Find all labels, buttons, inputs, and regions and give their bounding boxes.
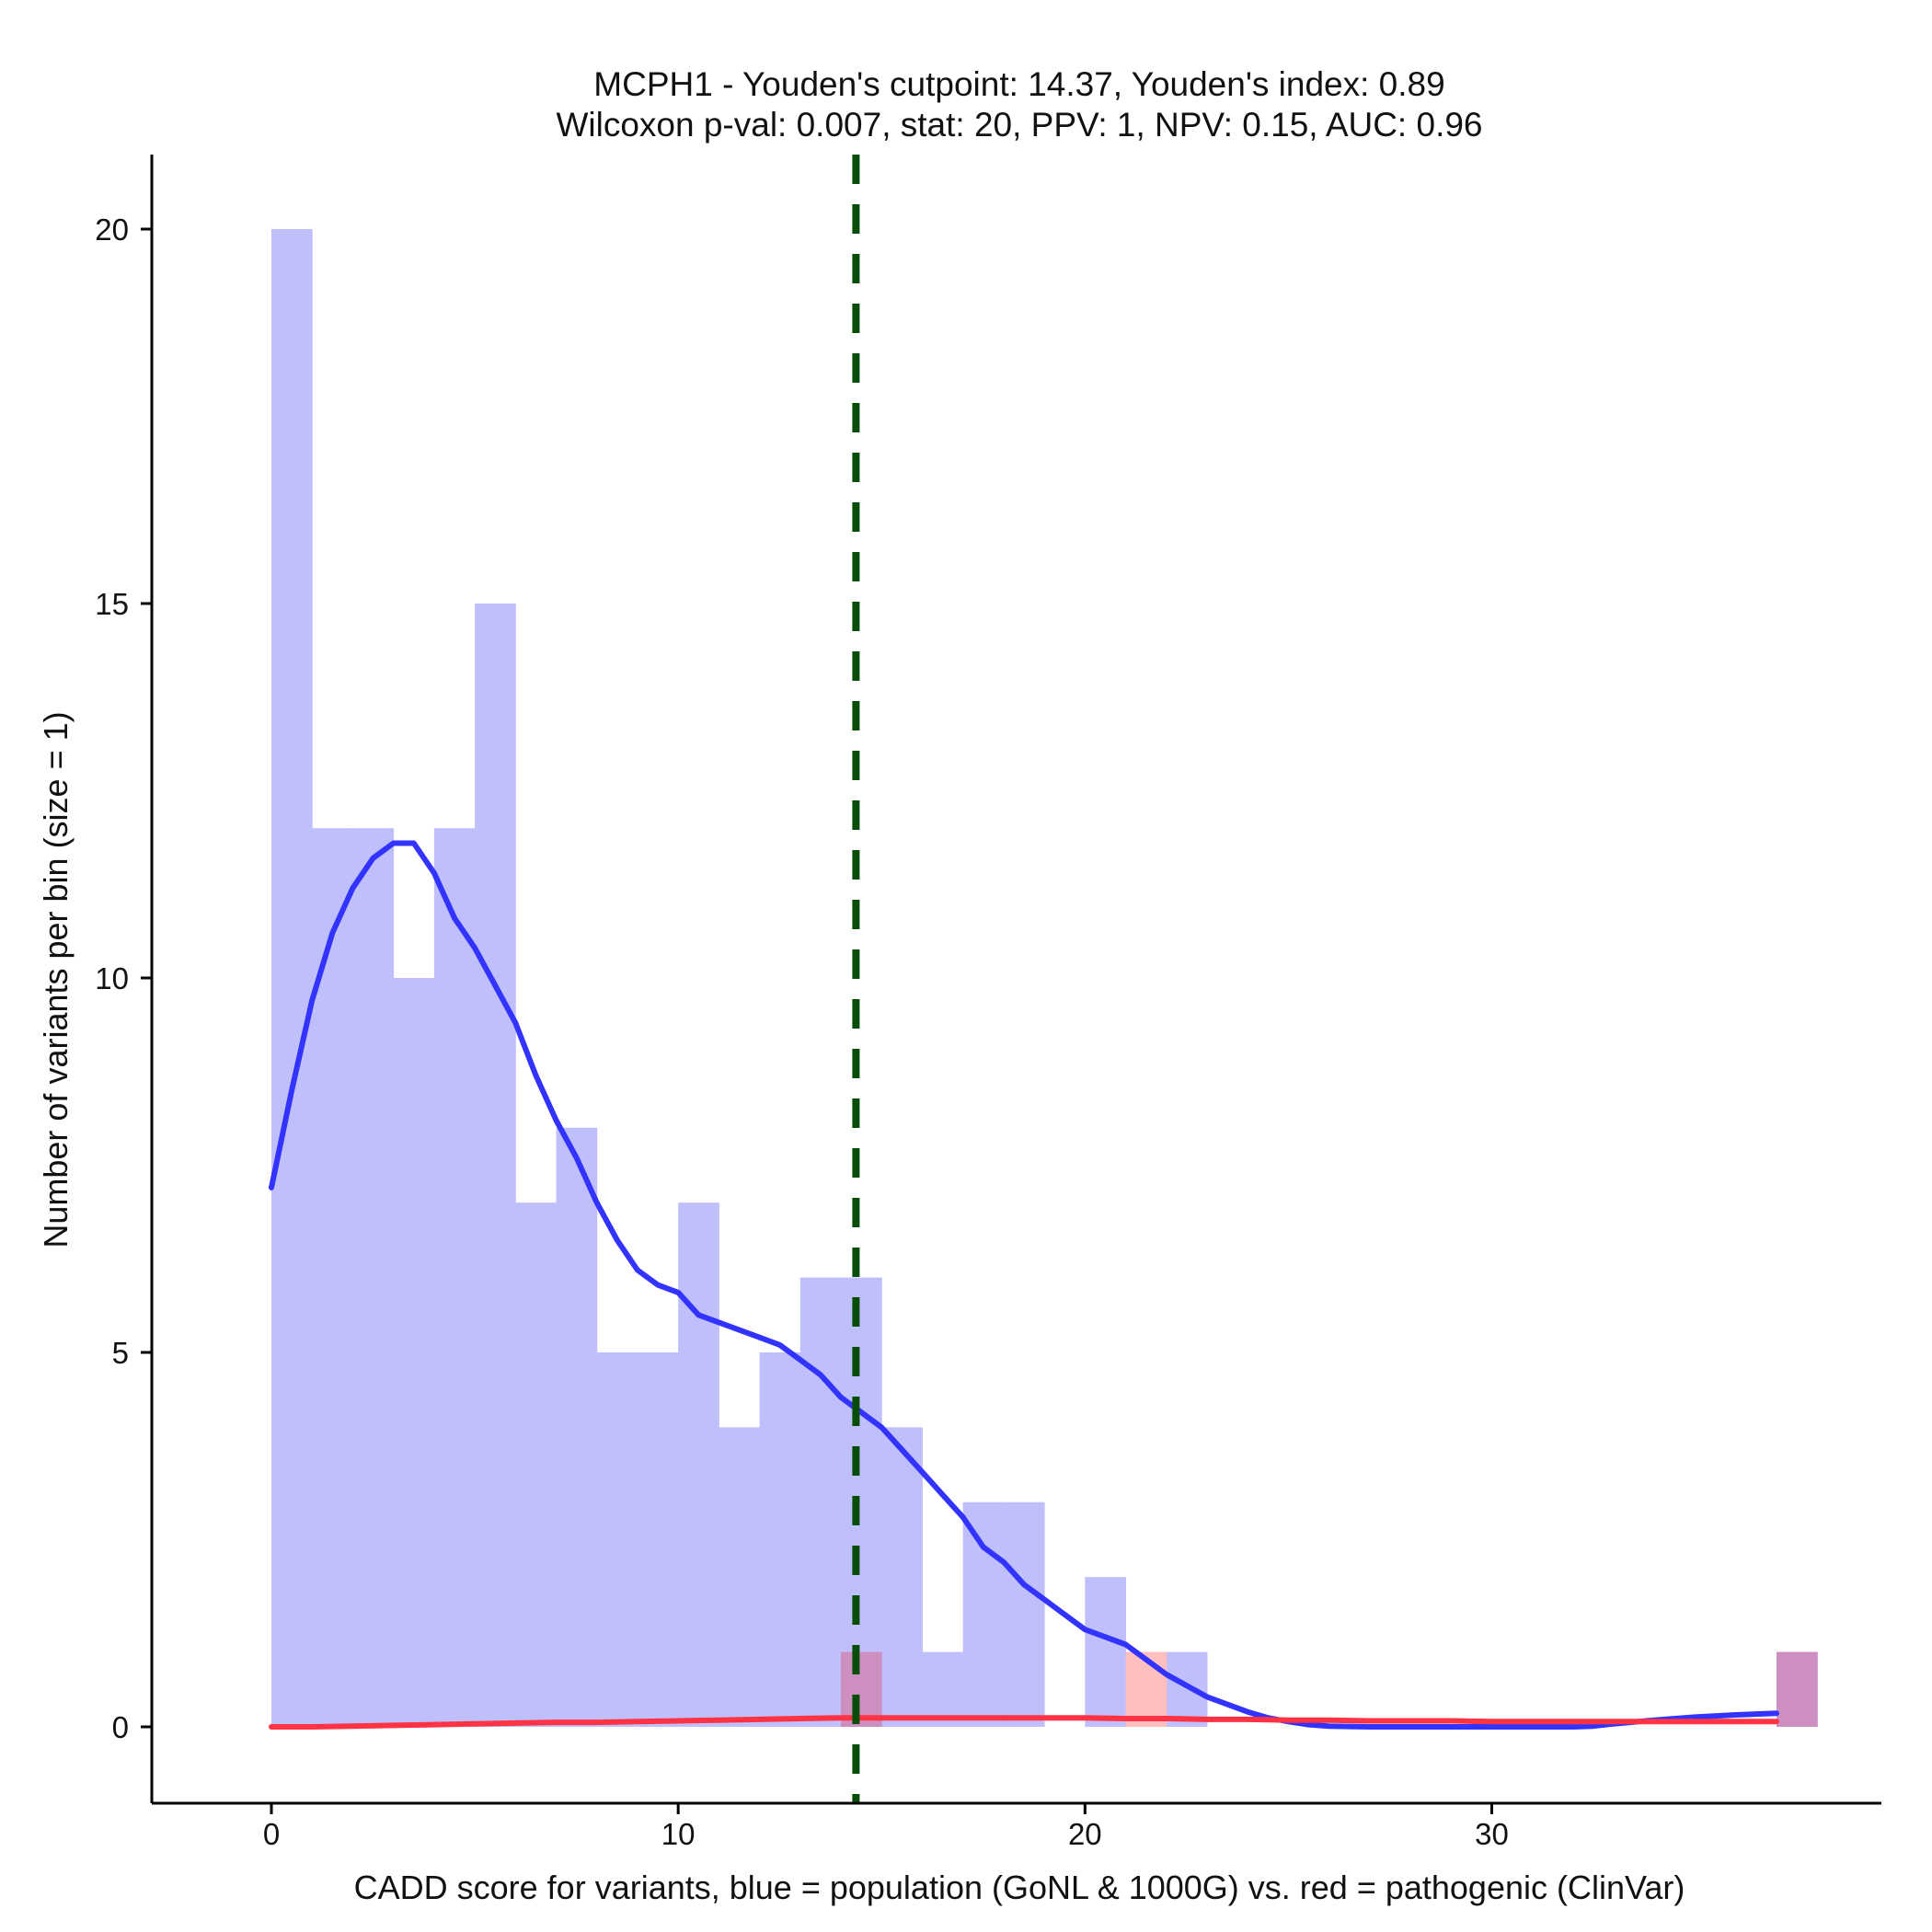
population-bar <box>596 1352 638 1727</box>
tick-group: 0 10 20 30 0 5 10 15 20 <box>95 213 1509 1851</box>
y-tick-label: 20 <box>95 213 129 247</box>
population-bar <box>352 828 395 1727</box>
x-axis-label: CADD score for variants, blue = populati… <box>354 1869 1685 1906</box>
population-bar <box>433 828 476 1727</box>
population-bar <box>759 1352 801 1727</box>
population-bar <box>1166 1651 1208 1727</box>
density-curves <box>269 840 1779 1730</box>
population-bar <box>556 1127 598 1727</box>
pathogenic-bar <box>1777 1651 1818 1727</box>
population-bar <box>1085 1577 1127 1727</box>
population-bar <box>719 1427 761 1727</box>
chart-title-line1: MCPH1 - Youden's cutpoint: 14.37, Youden… <box>593 65 1444 103</box>
population-bar <box>475 604 516 1727</box>
chart-title-line2: Wilcoxon p-val: 0.007, stat: 20, PPV: 1,… <box>556 106 1482 144</box>
y-axis-label: Number of variants per bin (size = 1) <box>37 711 75 1248</box>
pathogenic-density-line <box>269 1715 1779 1730</box>
population-bar <box>1003 1501 1045 1727</box>
pathogenic-bar <box>1125 1651 1167 1727</box>
population-bar <box>271 229 313 1727</box>
population-bar <box>881 1427 923 1727</box>
population-density-line <box>269 840 1779 1730</box>
population-bar <box>922 1651 964 1727</box>
population-bar <box>678 1202 719 1727</box>
y-tick-label: 0 <box>112 1710 129 1744</box>
x-tick-label: 30 <box>1475 1817 1509 1851</box>
population-bar <box>393 978 435 1727</box>
population-bar <box>799 1277 842 1727</box>
population-bar <box>637 1352 679 1727</box>
population-bar <box>515 1202 558 1727</box>
population-bar <box>962 1501 1005 1727</box>
x-tick-label: 10 <box>661 1817 696 1851</box>
y-tick-label: 15 <box>95 587 129 621</box>
x-tick-label: 20 <box>1068 1817 1102 1851</box>
population-bar <box>312 828 353 1727</box>
pathogenic-bar <box>841 1651 882 1727</box>
pathogenic-histogram <box>841 1651 1818 1727</box>
x-tick-label: 0 <box>263 1817 280 1851</box>
y-tick-label: 10 <box>95 961 129 995</box>
population-histogram <box>271 229 1818 1727</box>
y-tick-label: 5 <box>112 1336 129 1370</box>
